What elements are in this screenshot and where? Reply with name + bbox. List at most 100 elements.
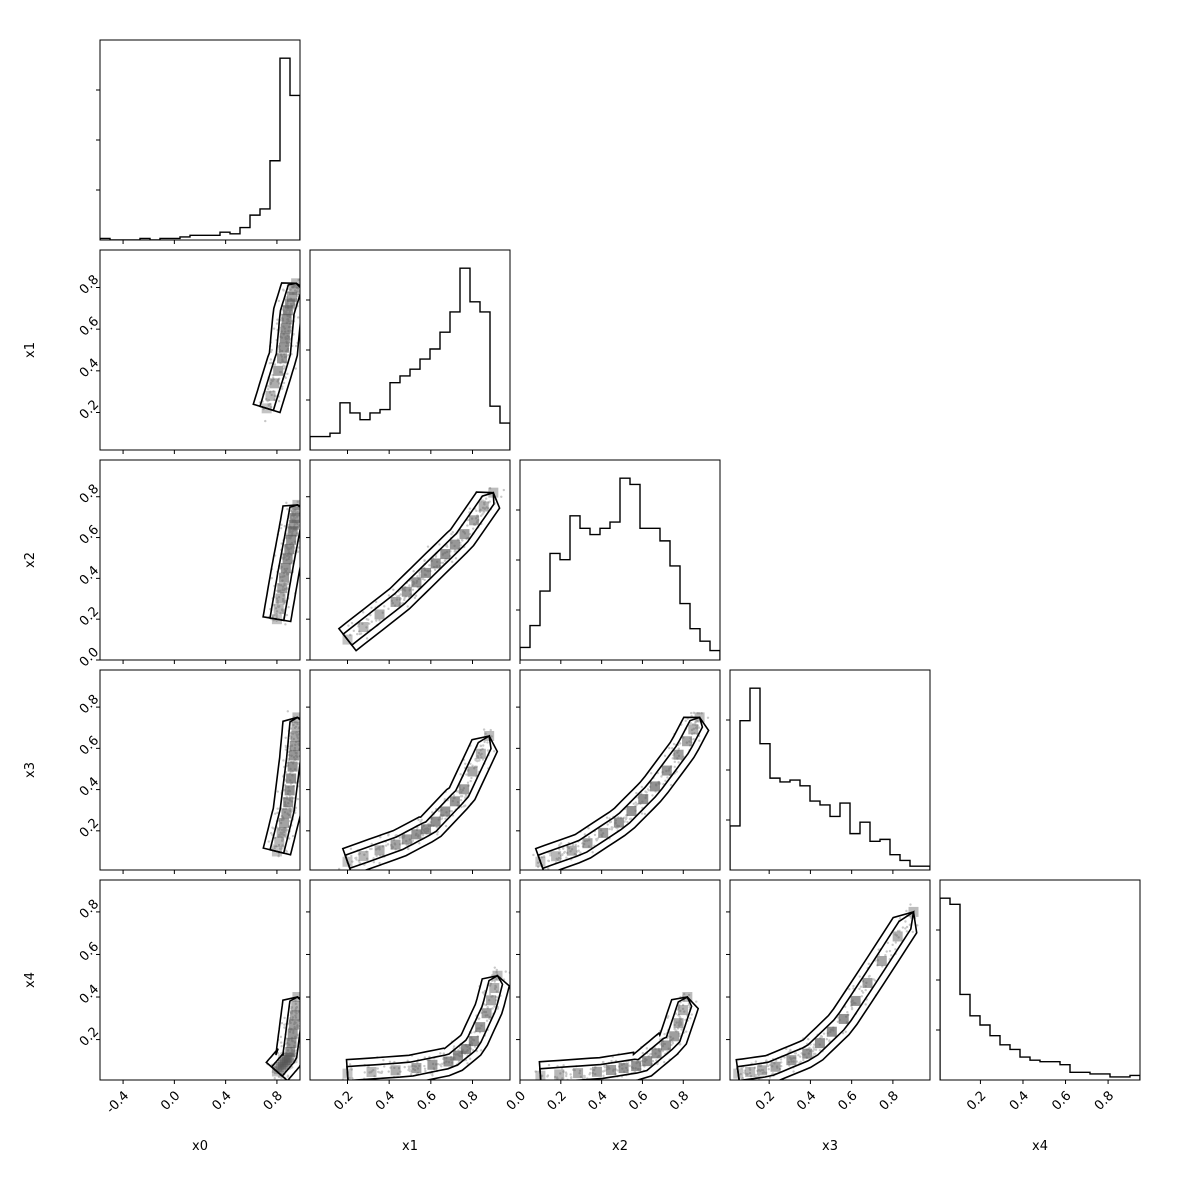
- scatter-point: [677, 1014, 680, 1017]
- x-axis-label-x3: x3: [822, 1139, 838, 1154]
- density-cell: [401, 834, 412, 845]
- contour-line: [252, 282, 300, 414]
- scatter-point: [388, 1060, 392, 1064]
- scatter-point: [493, 750, 496, 753]
- scatter-point: [275, 619, 278, 622]
- scatter-point: [650, 772, 653, 775]
- density-cell: [892, 931, 903, 942]
- scatter-point: [278, 827, 281, 830]
- scatter-point: [423, 1064, 426, 1068]
- scatter-point: [559, 1072, 562, 1075]
- scatter-point: [558, 848, 561, 851]
- scatter-point: [459, 543, 462, 547]
- scatter-point: [628, 817, 632, 821]
- scatter-point: [370, 620, 374, 623]
- scatter-point: [424, 1069, 427, 1073]
- scatter-point: [348, 1077, 351, 1080]
- x-tick-label: 0.4: [794, 1088, 819, 1113]
- scatter-point: [285, 501, 288, 505]
- scatter-point: [496, 1007, 499, 1010]
- scatter-point: [593, 833, 597, 837]
- density-cell: [290, 1010, 300, 1021]
- scatter-point: [301, 544, 303, 546]
- y-tick-label: 0.2: [77, 1024, 102, 1049]
- hist-panel-x1: [306, 249, 511, 454]
- scatter-point: [490, 735, 493, 738]
- scatter-point: [273, 836, 277, 840]
- scatter-point: [277, 605, 280, 609]
- pair-panel-x0-x2: 0.0 0.2 0.4 0.6 0.8 x2: [23, 459, 303, 670]
- scatter-point: [489, 982, 493, 985]
- scatter-point: [488, 487, 492, 490]
- density-cell: [631, 1061, 642, 1072]
- scatter-point: [276, 790, 280, 793]
- scatter-point: [418, 842, 421, 845]
- scatter-point: [768, 1076, 772, 1079]
- scatter-point: [562, 1064, 565, 1067]
- scatter-point: [690, 711, 693, 715]
- scatter-point: [486, 741, 489, 744]
- scatter-point: [283, 829, 286, 832]
- x-tick-label: 0.2: [331, 1088, 356, 1113]
- scatter-point: [477, 759, 480, 762]
- scatter-point: [691, 732, 694, 735]
- scatter-point: [894, 941, 898, 944]
- scatter-point: [462, 805, 466, 808]
- scatter-point: [273, 398, 276, 401]
- scatter-point: [916, 924, 919, 927]
- scatter-point: [378, 861, 381, 865]
- x-tick-label: 0.2: [964, 1088, 989, 1113]
- scatter-point: [275, 615, 278, 619]
- density-cell: [650, 781, 661, 792]
- scatter-point: [266, 385, 270, 388]
- scatter-point: [479, 748, 482, 752]
- scatter-point: [859, 985, 863, 988]
- scatter-point: [564, 1071, 568, 1074]
- density-cell: [289, 285, 300, 296]
- scatter-point: [566, 845, 569, 848]
- scatter-point: [789, 1048, 792, 1052]
- scatter-point: [347, 624, 350, 627]
- density-cell: [688, 724, 699, 735]
- scatter-point: [890, 954, 893, 957]
- scatter-point: [673, 765, 676, 769]
- scatter-point: [848, 987, 851, 991]
- scatter-point: [294, 725, 298, 728]
- density-cell: [802, 1048, 813, 1059]
- scatter-point: [368, 622, 371, 625]
- scatter-point: [301, 1013, 303, 1015]
- scatter-point: [484, 497, 488, 500]
- scatter-point: [277, 595, 281, 599]
- scatter-point: [486, 749, 490, 752]
- density-cell: [468, 1036, 479, 1047]
- scatter-point: [482, 510, 486, 514]
- density-cell: [374, 609, 385, 620]
- scatter-point: [635, 791, 638, 795]
- scatter-point: [765, 1071, 768, 1075]
- scatter-point: [296, 721, 299, 724]
- scatter-point: [291, 511, 295, 514]
- y-axis-label-x4: x4: [23, 972, 38, 988]
- scatter-point: [579, 1075, 583, 1079]
- scatter-point: [278, 377, 281, 381]
- density-cell: [411, 1063, 422, 1074]
- scatter-point: [381, 611, 384, 614]
- y-tick-label: 0.2: [77, 816, 102, 841]
- density-cell: [290, 513, 300, 524]
- scatter-point: [691, 728, 694, 731]
- density-cell: [459, 784, 470, 795]
- density-cell: [269, 378, 280, 389]
- scatter-point: [471, 527, 475, 530]
- scatter-point: [559, 857, 563, 860]
- contour-line: [265, 996, 300, 1080]
- scatter-point: [640, 812, 644, 815]
- panel-frame: [309, 459, 511, 661]
- scatter-point: [284, 745, 288, 749]
- scatter-point: [601, 1060, 605, 1064]
- scatter-point: [571, 843, 575, 847]
- pair-panel-x0-x1: 0.2 0.4 0.6 0.8 x1: [23, 249, 301, 454]
- scatter-point: [792, 1070, 795, 1073]
- scatter-point: [677, 747, 680, 750]
- scatter-point: [414, 594, 418, 597]
- scatter-point: [603, 1064, 606, 1068]
